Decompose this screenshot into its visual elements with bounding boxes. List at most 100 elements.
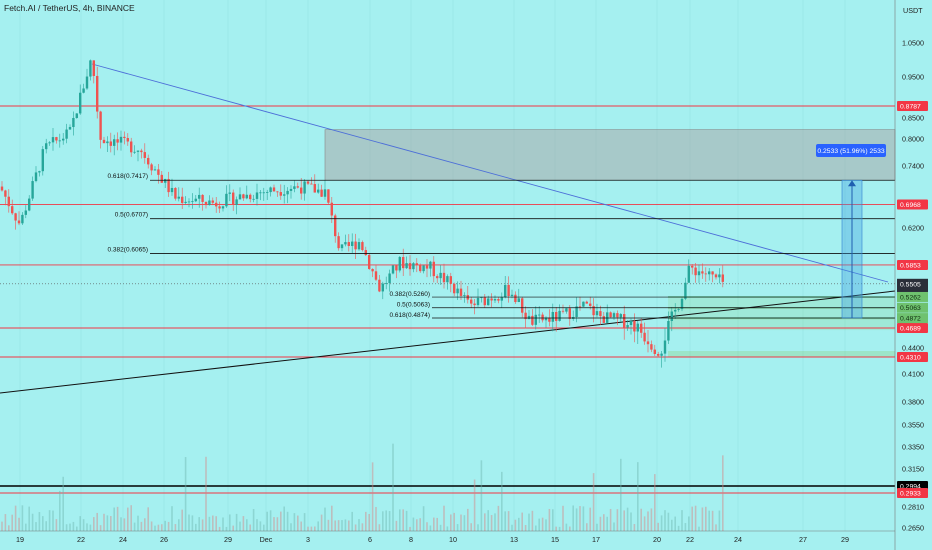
volume-bar	[538, 518, 540, 531]
volume-bar	[487, 510, 489, 531]
candle-body	[674, 309, 677, 312]
volume-bar	[518, 517, 520, 531]
volume-bar	[25, 523, 27, 531]
y-tick-label: 0.2650	[902, 524, 924, 533]
y-tick-label: 0.8000	[902, 135, 924, 144]
candle-body	[657, 353, 660, 356]
volume-bar	[93, 517, 95, 531]
candle-body	[140, 150, 143, 153]
time-axis[interactable]: 19 22 24 26 29 Dec 3 6 8 10 13 15 17 20 22 24 27 29	[16, 535, 849, 544]
volume-bar	[344, 519, 347, 531]
volume-bar	[8, 525, 10, 531]
price-level-tag	[897, 101, 928, 111]
price-level-tag-label: 0.8787	[900, 104, 921, 111]
candle-body	[354, 241, 357, 250]
volume-bar	[562, 505, 564, 531]
candle-body	[602, 316, 605, 323]
price-axis[interactable]: 1.05000.95000.85000.80000.74000.66000.62…	[897, 39, 928, 533]
y-tick-label: 0.8500	[902, 114, 924, 123]
fib-label: 0.382(0.5260)	[390, 291, 430, 298]
volume-bar	[341, 520, 343, 531]
x-tick-label: 19	[16, 535, 24, 544]
candle-body	[378, 279, 381, 292]
volume-bar	[303, 513, 306, 531]
volume-bar	[235, 513, 238, 531]
candle-body	[646, 341, 650, 345]
volume-bar	[609, 508, 612, 531]
candle-body	[21, 214, 24, 224]
price-level-tag-label: 0.6968	[900, 202, 921, 209]
volume-bar	[589, 507, 591, 531]
volume-bar	[273, 517, 275, 531]
volume-bar	[174, 524, 177, 531]
candle-body	[79, 92, 82, 114]
fib-label: 0.382(0.6065)	[108, 246, 148, 253]
volume-bar	[164, 520, 166, 531]
candle-body	[320, 189, 323, 197]
candle-body	[96, 75, 99, 112]
candle-body	[164, 178, 167, 183]
volume-bar	[674, 516, 676, 531]
candle-body	[130, 141, 133, 153]
candle-body	[283, 194, 286, 196]
volume-bar	[62, 476, 64, 531]
candle-body	[507, 284, 510, 297]
price-range-measure[interactable]: 0.2533 (51.96%) 2533	[816, 144, 886, 319]
volume-bar	[120, 517, 122, 531]
price-level-tag	[897, 323, 928, 333]
y-tick-label: 0.9500	[902, 73, 924, 82]
volume-bar	[654, 474, 656, 531]
volume-bar	[212, 515, 214, 531]
volume-bar	[320, 514, 323, 531]
volume-bar	[630, 512, 632, 531]
candle-body	[541, 314, 544, 321]
support-tag	[897, 291, 928, 302]
chart-title: Fetch.AI / TetherUS, 4h, BINANCE	[4, 3, 135, 13]
candle-body	[701, 271, 704, 274]
candle-body	[289, 188, 293, 191]
candle-body	[480, 297, 483, 298]
volume-bar	[620, 458, 622, 531]
candle-body	[75, 113, 78, 118]
volume-bar	[405, 510, 408, 531]
candle-body	[497, 299, 500, 301]
candle-body	[218, 206, 221, 209]
volume-bar	[106, 515, 109, 531]
volume-bar	[480, 460, 483, 531]
candle-body	[660, 353, 663, 356]
volume-bar	[99, 525, 102, 531]
candle-body	[327, 189, 330, 203]
candle-body	[439, 272, 442, 279]
candle-body	[357, 242, 361, 250]
volume-bar	[205, 456, 207, 531]
candle-body	[490, 298, 493, 301]
candle-body	[415, 263, 418, 265]
volume-bar	[178, 519, 180, 531]
demand-zone	[668, 351, 895, 357]
candle-body	[347, 242, 350, 246]
volume-bar	[222, 517, 224, 531]
candle-body	[663, 340, 667, 354]
candle-body	[160, 174, 163, 183]
candle-body	[412, 263, 415, 270]
candle-body	[252, 198, 255, 200]
volume-bar	[558, 526, 561, 531]
x-tick-label: 22	[686, 535, 694, 544]
candle-body	[595, 311, 599, 316]
volume-bar	[640, 508, 642, 531]
volume-bar	[208, 516, 211, 531]
volume-bar	[524, 525, 527, 531]
candle-body	[704, 273, 707, 275]
candle-body	[612, 313, 616, 318]
volume-bar	[579, 506, 581, 531]
volume-bar	[161, 524, 163, 531]
candle-body	[500, 297, 503, 301]
x-tick-label: 29	[224, 535, 232, 544]
support-zone	[668, 296, 895, 309]
volume-bar	[351, 511, 353, 531]
candle-body	[143, 152, 146, 158]
support-tag-label: 0.5063	[900, 305, 921, 312]
volume-bar	[701, 507, 704, 531]
candle-body	[85, 76, 89, 89]
